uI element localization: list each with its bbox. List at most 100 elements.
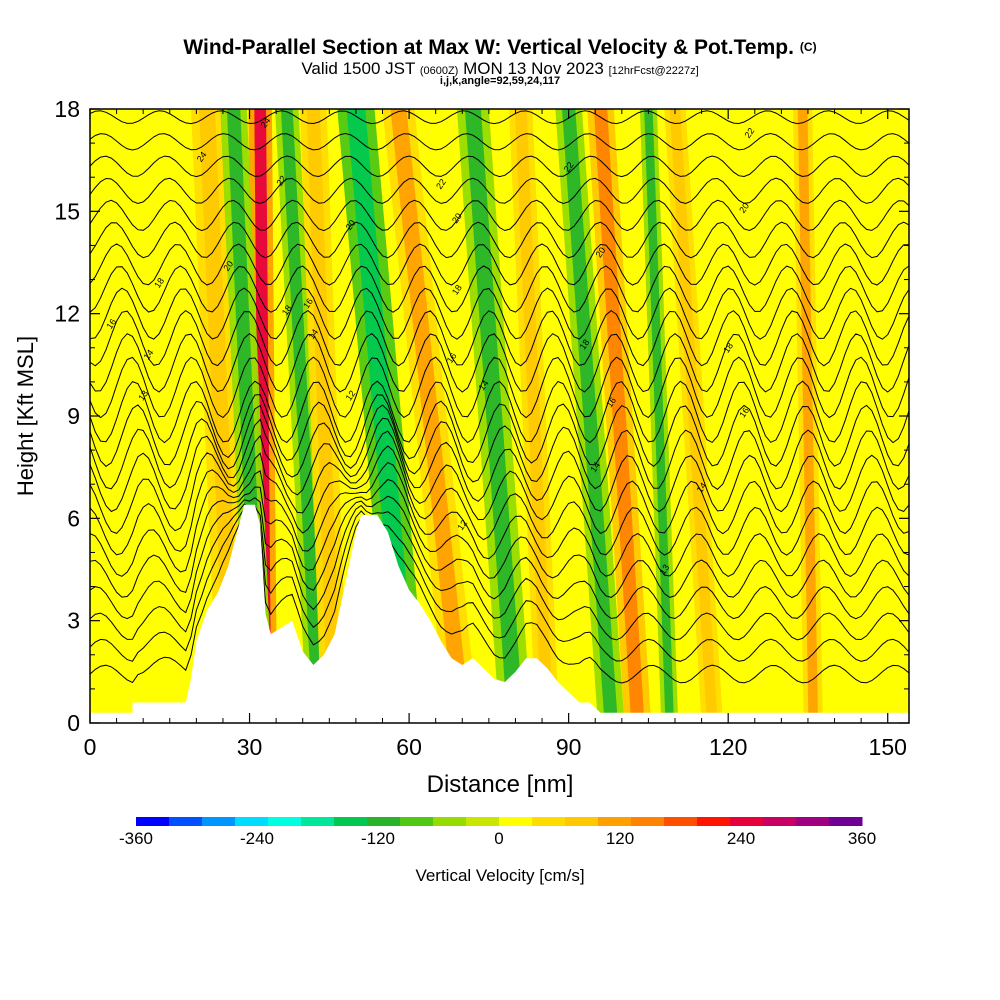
x-tick-label-2: 60 <box>396 734 422 760</box>
y-tick-label-3: 9 <box>67 403 80 429</box>
isentrope-label-21: 14 <box>142 348 156 362</box>
x-tick-label-0: 0 <box>84 734 97 760</box>
isentrope-13 <box>90 332 909 393</box>
colorbar-swatch-5 <box>301 817 335 826</box>
colorbar-swatch-3 <box>235 817 269 826</box>
isentrope-25 <box>90 64 909 71</box>
isentrope-6 <box>90 445 909 556</box>
y-tick-label-4: 12 <box>54 301 80 327</box>
isentrope-label-8: 20 <box>450 211 464 225</box>
isentrope-label-14: 18 <box>578 337 592 351</box>
colorbar-swatch-21 <box>829 817 863 826</box>
isentrope-20 <box>90 177 909 205</box>
x-tick-label-4: 120 <box>709 734 747 760</box>
copyright-mark: (C) <box>799 40 817 54</box>
isentrope-2 <box>90 503 909 641</box>
colorbar-tick-label-5: 240 <box>727 829 755 848</box>
isentrope-label-6: 20 <box>221 259 235 273</box>
isentrope-label-9: 20 <box>594 245 608 259</box>
colorbar-tick-label-0: -360 <box>119 829 153 848</box>
isentrope-9 <box>90 404 909 490</box>
colorbar-tick-label-3: 0 <box>494 829 503 848</box>
terrain <box>90 504 909 723</box>
isentrope-14 <box>90 309 909 367</box>
isentrope-5 <box>90 461 909 577</box>
velocity-band-10-1 <box>593 109 645 723</box>
colorbar-swatch-20 <box>796 817 830 826</box>
isentrope-23 <box>90 110 909 125</box>
chart-title-main: Wind-Parallel Section at Max W: Vertical… <box>183 36 794 59</box>
x-axis: 0 30 60 90 120 150 <box>84 109 907 760</box>
colorbar-swatch-8 <box>400 817 434 826</box>
velocity-band-11-1 <box>644 109 674 723</box>
colorbar-swatch-16 <box>664 817 698 826</box>
isentrope-lines <box>90 64 909 684</box>
y-tick-label-5: 15 <box>54 198 80 224</box>
y-tick-label-2: 6 <box>67 505 80 531</box>
valid-date: MON 13 Nov 2023 <box>463 59 604 78</box>
isentrope-label-25: 14 <box>695 481 709 495</box>
isentrope-label-19: 16 <box>604 395 618 409</box>
isentrope-21 <box>90 155 909 178</box>
isentrope-8 <box>90 417 909 513</box>
isentrope-11 <box>90 380 909 444</box>
colorbar-swatch-6 <box>334 817 368 826</box>
isentrope-18 <box>90 221 909 259</box>
colorbar-swatch-13 <box>565 817 599 826</box>
velocity-band-5-1 <box>346 109 419 723</box>
isentrope-label-4: 22 <box>562 160 576 174</box>
isentrope-label-28: 12 <box>455 518 469 532</box>
valid-utc: (0600Z) <box>419 65 459 77</box>
valid-prefix: Valid 1500 JST <box>301 59 416 78</box>
isentrope-label-18: 16 <box>445 351 459 365</box>
x-tick-label-1: 30 <box>237 734 263 760</box>
colorbar-swatch-9 <box>433 817 467 826</box>
isentrope-3 <box>90 495 909 620</box>
velocity-band-8-1 <box>514 109 554 723</box>
isentrope-label-13: 18 <box>450 283 464 297</box>
colorbar-swatch-7 <box>367 817 401 826</box>
colorbar-tick-label-2: -120 <box>361 829 395 848</box>
colorbar-swatch-14 <box>598 817 632 826</box>
isentrope-label-3: 22 <box>434 177 448 191</box>
y-tick-label-1: 3 <box>67 608 80 634</box>
isentrope-label-29: 13 <box>657 563 671 577</box>
colorbar-swatch-1 <box>169 817 203 826</box>
isentrope-label-12: 18 <box>280 303 294 317</box>
velocity-band-7-1 <box>464 109 524 723</box>
isentrope-24 <box>90 88 909 98</box>
x-tick-label-5: 150 <box>869 734 907 760</box>
isentrope-17 <box>90 243 909 286</box>
velocity-shading <box>191 109 823 723</box>
chart-title: Wind-Parallel Section at Max W: Vertical… <box>0 36 1000 60</box>
x-tick-label-3: 90 <box>556 734 582 760</box>
isentrope-12 <box>90 356 909 419</box>
isentrope-label-1: 24 <box>195 150 209 164</box>
colorbar-swatch-0 <box>136 817 170 826</box>
isentrope-label-20: 16 <box>737 406 751 420</box>
colorbar-swatch-18 <box>730 817 764 826</box>
isentrope-label-16: 16 <box>104 317 118 331</box>
isentrope-label-15: 18 <box>721 341 735 355</box>
y-axis-label: Height [Kft MSL] <box>13 336 38 496</box>
isentrope-label-26: 13 <box>136 389 150 403</box>
isentrope-19 <box>90 199 909 232</box>
isentrope-label-7: 20 <box>344 218 358 232</box>
forecast-info: [12hrFcst@2227z] <box>608 65 699 77</box>
isentrope-labels: 24 24 22 22 22 22 20 20 20 20 20 18 18 18 18 18 16 16 16 16… <box>104 116 756 577</box>
colorbar-label: Vertical Velocity [cm/s] <box>415 866 584 885</box>
isentrope-label-10: 20 <box>737 201 751 215</box>
isentrope-label-5: 22 <box>742 126 756 140</box>
isentrope-label-22: 14 <box>306 327 320 341</box>
isentrope-label-23: 14 <box>477 378 491 392</box>
colorbar-swatch-2 <box>202 817 236 826</box>
colorbar-swatch-12 <box>532 817 566 826</box>
isentrope-label-24: 14 <box>588 460 602 474</box>
grid-indices: i,j,k,angle=92,59,24,117 <box>439 75 561 87</box>
colorbar-tick-label-6: 360 <box>848 829 876 848</box>
isentrope-4 <box>90 478 909 599</box>
isentrope-0 <box>90 513 909 684</box>
isentrope-label-17: 16 <box>301 296 315 310</box>
colorbar-swatch-19 <box>763 817 797 826</box>
